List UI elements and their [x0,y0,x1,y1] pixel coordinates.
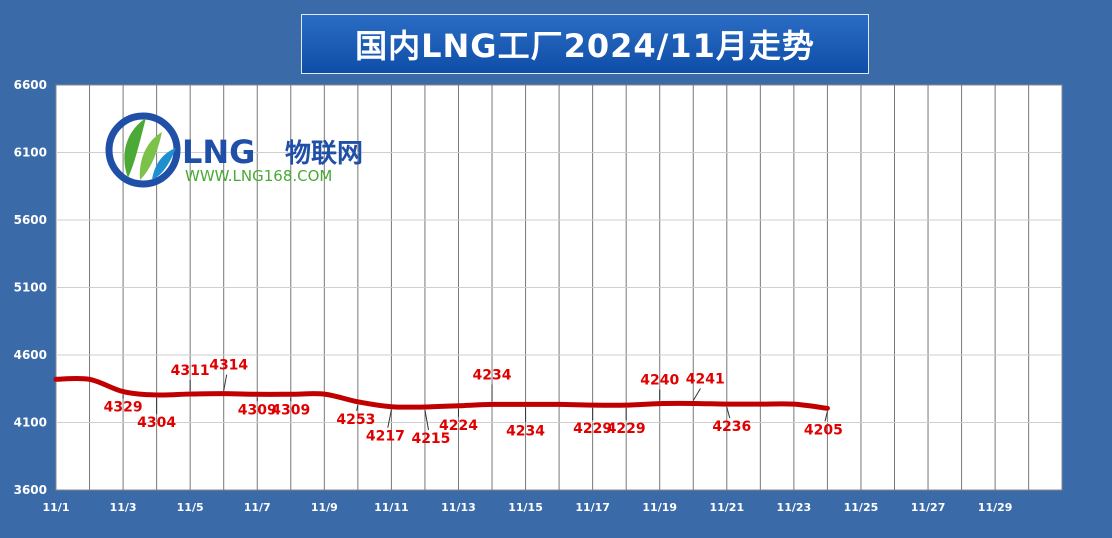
label-leader-line [223,374,228,391]
data-label: 4314 [209,358,248,374]
data-label: 4253 [336,412,375,428]
logo-cn-text: 物联网 [285,139,363,169]
data-label: 4236 [712,419,751,435]
data-label: 4241 [686,371,725,387]
data-label: 4240 [640,373,679,389]
label-leader-line [356,404,359,411]
chart-title: 国内LNG工厂2024/11月走势 [355,27,815,65]
x-tick-label: 11/23 [777,501,812,514]
x-tick-label: 11/17 [575,501,610,514]
series-line [53,375,830,411]
x-tick-label: 11/13 [441,501,476,514]
x-tick-label: 11/5 [177,501,204,514]
y-tick-label: 3600 [14,483,47,497]
y-axis: 3600 4100 4600 5100 5600 6100 6600 [14,78,47,497]
data-label: 4311 [171,363,210,379]
x-tick-label: 11/7 [244,501,271,514]
data-label: 4309 [238,402,277,418]
logo-text: LNG [182,133,255,171]
label-leader-line [726,407,731,419]
label-leaders [122,374,828,431]
label-leader-line [424,409,430,431]
label-leader-line [692,388,701,401]
y-tick-label: 6100 [14,146,47,160]
x-tick-label: 11/29 [978,501,1013,514]
x-tick-label: 11/9 [311,501,338,514]
x-tick-label: 11/3 [110,501,137,514]
x-tick-label: 11/15 [508,501,543,514]
data-label: 4217 [366,429,405,445]
data-label: 4229 [607,421,646,437]
y-tick-label: 4100 [14,416,47,430]
data-label: 4304 [137,415,176,431]
label-leader-line [387,409,392,428]
grid-lines [56,85,1062,490]
x-tick-label: 11/27 [911,501,946,514]
data-label: 4215 [411,431,450,447]
leaf-logo-icon [105,112,181,188]
x-tick-label: 11/25 [844,501,879,514]
data-label: 4234 [506,423,545,439]
data-label: 4309 [271,402,310,418]
label-leader-line [824,411,828,422]
x-tick-label: 11/19 [642,501,677,514]
x-tick-label: 11/1 [43,501,70,514]
data-label: 4224 [439,418,478,434]
y-tick-label: 6600 [14,78,47,92]
x-tick-label: 11/21 [709,501,744,514]
y-tick-label: 5600 [14,213,47,227]
data-label: 4234 [473,367,512,383]
data-label: 4229 [573,421,612,437]
data-label: 4205 [804,422,843,438]
x-axis: 11/1 11/3 11/5 11/7 11/9 11/11 11/13 11/15 11/17… [43,501,1013,514]
data-label: 4329 [104,400,143,416]
y-tick-label: 5100 [14,281,47,295]
lng-logo: LNG 物联网 WWW.LNG168.COM [105,112,363,188]
logo-url: WWW.LNG168.COM [185,167,332,185]
chart-title-box: 国内LNG工厂2024/11月走势 [301,14,869,74]
x-tick-label: 11/11 [374,501,409,514]
y-tick-label: 4600 [14,348,47,362]
